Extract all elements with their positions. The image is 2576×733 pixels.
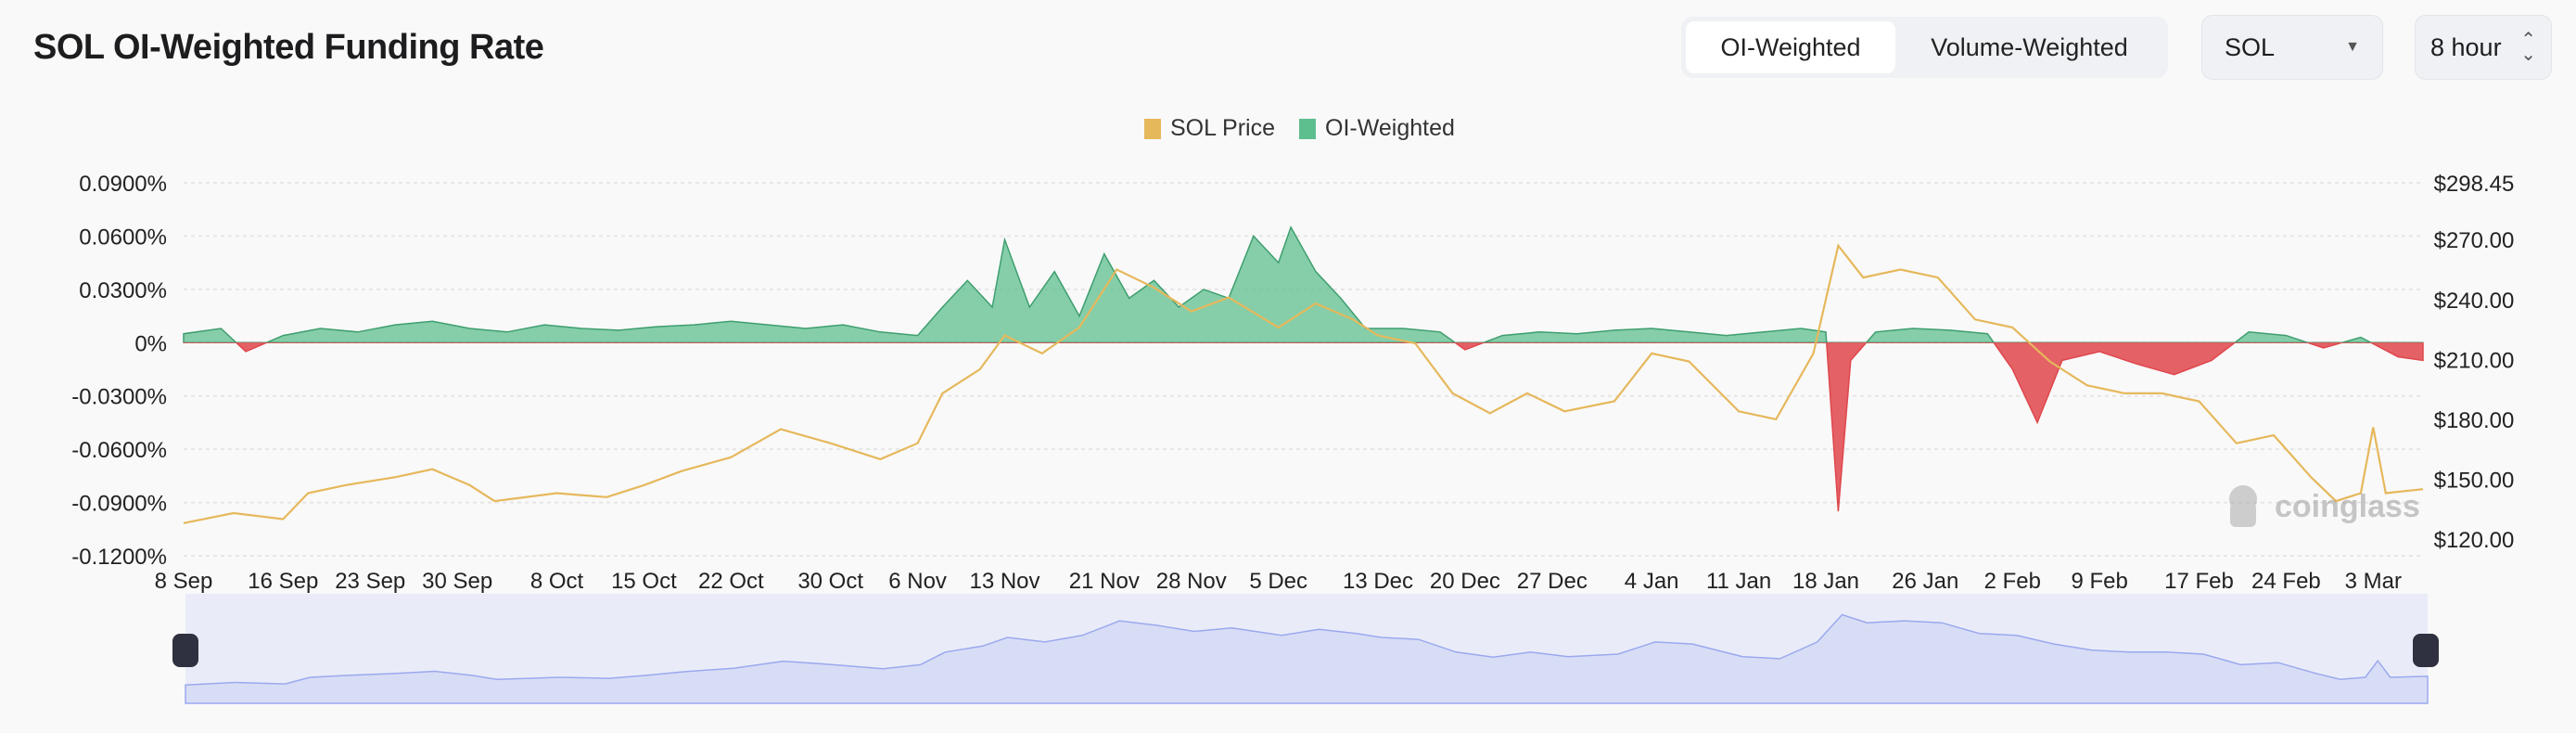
y-left-tick-label: -0.0300% — [71, 385, 167, 410]
x-tick-label: 15 Oct — [611, 569, 677, 594]
x-tick-label: 20 Dec — [1430, 569, 1500, 594]
x-tick-label: 23 Sep — [335, 569, 405, 594]
x-tick-label: 5 Dec — [1249, 569, 1307, 594]
up-down-chevron-icon: ⌃ ⌄ — [2520, 30, 2536, 65]
y-right-tick-label: $150.00 — [2434, 468, 2515, 493]
x-tick-label: 3 Mar — [2345, 569, 2402, 594]
y-right-tick-label: $240.00 — [2434, 289, 2515, 314]
y-right-tick-label: $270.00 — [2434, 228, 2515, 253]
x-tick-label: 22 Oct — [698, 569, 764, 594]
funding-positive-area — [183, 225, 2424, 343]
x-tick-label: 21 Nov — [1069, 569, 1140, 594]
volume-weighted-tab[interactable]: Volume-Weighted — [1931, 32, 2128, 61]
oi-weighted-tab[interactable]: OI-Weighted — [1686, 21, 1895, 73]
x-tick-label: 13 Dec — [1343, 569, 1413, 594]
price-swatch — [1144, 118, 1161, 139]
weighting-toggle: OI-Weighted Volume-Weighted — [1681, 17, 2168, 78]
x-tick-label: 30 Sep — [422, 569, 492, 594]
legend-item-price[interactable]: SOL Price — [1144, 115, 1275, 142]
x-tick-label: 27 Dec — [1517, 569, 1588, 594]
x-tick-label: 16 Sep — [248, 569, 318, 594]
navigator-right-handle[interactable] — [2413, 634, 2439, 667]
legend-label: OI-Weighted — [1325, 115, 1455, 141]
x-tick-label: 30 Oct — [797, 569, 863, 594]
caret-down-icon: ▼ — [2345, 39, 2360, 55]
interval-value: 8 hour — [2430, 32, 2502, 61]
interval-select[interactable]: 8 hour ⌃ ⌄ — [2415, 15, 2552, 80]
x-tick-label: 18 Jan — [1792, 569, 1859, 594]
navigator-left-handle[interactable] — [172, 634, 198, 667]
x-tick-label: 11 Jan — [1706, 569, 1771, 594]
y-right-tick-label: $180.00 — [2434, 408, 2515, 433]
y-left-tick-label: -0.1200% — [71, 545, 167, 570]
watermark-text: coinglass — [2275, 488, 2420, 524]
x-tick-label: 13 Nov — [969, 569, 1039, 594]
oi-swatch — [1299, 118, 1317, 139]
page-title: SOL OI-Weighted Funding Rate — [33, 28, 544, 67]
symbol-value: SOL — [2225, 32, 2276, 61]
y-right-tick-label: $120.00 — [2434, 528, 2515, 553]
symbol-select[interactable]: SOL ▼ — [2201, 15, 2383, 80]
y-left-tick-label: 0.0600% — [79, 225, 167, 250]
x-tick-label: 24 Feb — [2251, 569, 2321, 594]
x-tick-label: 8 Sep — [155, 569, 213, 594]
navigator-series — [185, 613, 2429, 704]
chart-legend: SOL Price OI-Weighted — [1144, 115, 1466, 142]
funding-negative-area — [183, 342, 2424, 512]
y-right-tick-label: $210.00 — [2434, 348, 2515, 373]
y-left-tick-label: 0% — [134, 331, 167, 356]
y-left-tick-label: 0.0300% — [79, 278, 167, 303]
y-left-tick-label: -0.0600% — [71, 438, 167, 463]
y-right-tick-label: $298.45 — [2434, 172, 2515, 197]
x-tick-label: 8 Oct — [530, 569, 584, 594]
y-left-tick-label: 0.0900% — [79, 172, 167, 197]
legend-item-oi[interactable]: OI-Weighted — [1299, 115, 1455, 142]
legend-label: SOL Price — [1170, 115, 1276, 141]
x-tick-label: 4 Jan — [1625, 569, 1679, 594]
y-left-tick-label: -0.0900% — [71, 492, 167, 517]
x-tick-label: 28 Nov — [1156, 569, 1227, 594]
x-tick-label: 2 Feb — [1984, 569, 2041, 594]
x-tick-label: 26 Jan — [1892, 569, 1958, 594]
x-tick-label: 17 Feb — [2164, 569, 2234, 594]
price-line — [183, 243, 2424, 524]
coinglass-logo-icon — [2229, 485, 2257, 527]
x-tick-label: 9 Feb — [2071, 569, 2127, 594]
x-tick-label: 6 Nov — [888, 569, 947, 594]
coinglass-watermark: coinglass — [2221, 482, 2420, 531]
